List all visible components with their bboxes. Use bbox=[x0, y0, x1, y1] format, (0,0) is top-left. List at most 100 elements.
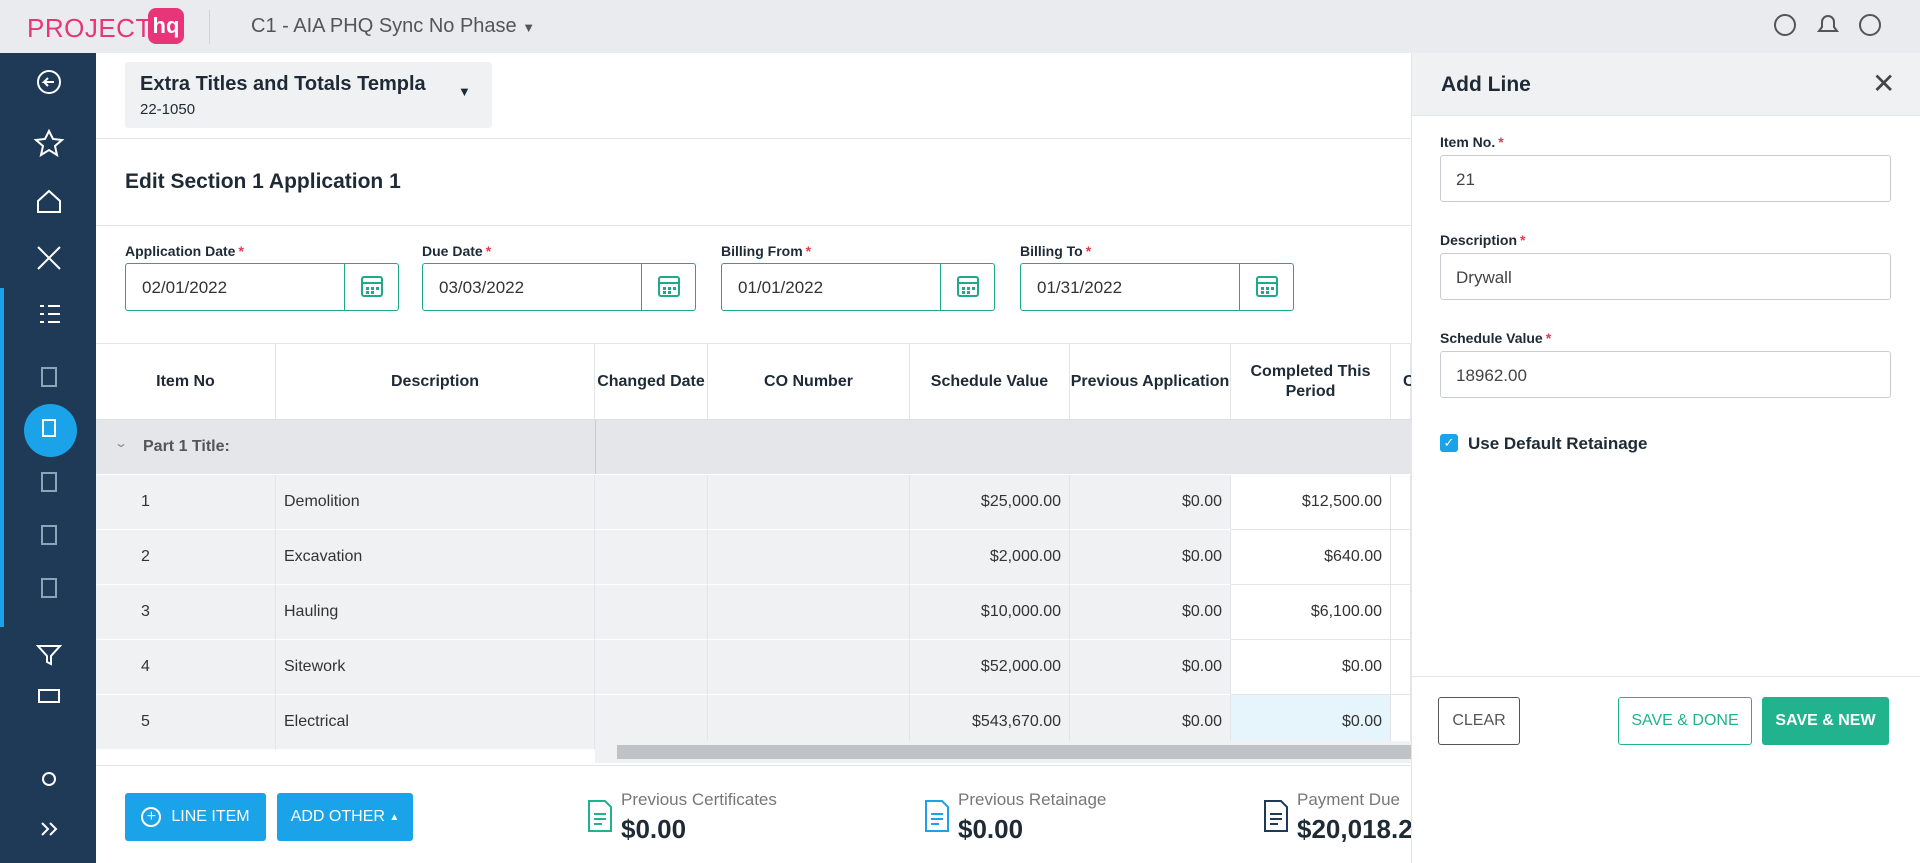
calendar-button[interactable] bbox=[940, 264, 994, 310]
project-name: C1 - AIA PHQ Sync No Phase bbox=[251, 15, 517, 37]
column-header: Changed Date bbox=[595, 344, 708, 419]
table-cell[interactable]: 3 bbox=[96, 585, 276, 640]
table-cell[interactable]: $2,000.00 bbox=[910, 530, 1070, 585]
table-cell[interactable] bbox=[595, 695, 708, 750]
table-cell[interactable]: $0.00 bbox=[1231, 640, 1391, 695]
table-cell[interactable] bbox=[595, 530, 708, 585]
table-cell[interactable]: Hauling bbox=[276, 585, 595, 640]
table-cell[interactable]: 4 bbox=[96, 640, 276, 695]
calendar-button[interactable] bbox=[1239, 264, 1293, 310]
bell-icon[interactable] bbox=[1817, 15, 1839, 32]
table-cell[interactable]: $0.00 bbox=[1070, 695, 1231, 750]
summary-value: $20,018.25 bbox=[1297, 814, 1428, 844]
checkbox[interactable]: ✓ bbox=[1440, 434, 1458, 452]
table-cell[interactable] bbox=[708, 475, 910, 530]
table-cell[interactable] bbox=[1391, 585, 1411, 640]
field-label: Item No. * bbox=[1440, 134, 1504, 150]
table-cell[interactable] bbox=[1391, 475, 1411, 530]
date-input[interactable]: 03/03/2022 bbox=[422, 263, 696, 311]
field-label: Application Date * bbox=[125, 243, 244, 259]
table-cell[interactable]: $6,100.00 bbox=[1231, 585, 1391, 640]
text-input[interactable]: 18962.00 bbox=[1440, 351, 1891, 398]
top-icons bbox=[1774, 14, 1881, 36]
calendar-button[interactable] bbox=[641, 264, 695, 310]
panel-header bbox=[1412, 53, 1920, 116]
line-item-button[interactable]: + LINE ITEM bbox=[125, 793, 266, 841]
table-cell[interactable]: Sitework bbox=[276, 640, 595, 695]
table-cell[interactable] bbox=[595, 640, 708, 695]
table-cell[interactable]: $25,000.00 bbox=[910, 475, 1070, 530]
table-cell[interactable] bbox=[595, 475, 708, 530]
help-icon[interactable] bbox=[1774, 14, 1796, 36]
date-input[interactable]: 01/31/2022 bbox=[1020, 263, 1294, 311]
summary-label: Previous Certificates bbox=[621, 790, 777, 809]
column-header: Schedule Value bbox=[910, 344, 1070, 419]
checkbox-label[interactable]: Use Default Retainage bbox=[1468, 434, 1648, 453]
footer: + LINE ITEM ADD OTHER ▲ Previous Certific… bbox=[96, 765, 1759, 863]
table-cell[interactable] bbox=[708, 530, 910, 585]
save-new-button[interactable]: SAVE & NEW bbox=[1762, 697, 1889, 745]
panel-title: Add Line bbox=[1441, 73, 1531, 96]
table-cell[interactable] bbox=[708, 640, 910, 695]
table-cell[interactable] bbox=[595, 585, 708, 640]
sidebar bbox=[0, 53, 96, 863]
field-label: Billing To * bbox=[1020, 243, 1091, 259]
calendar-icon bbox=[957, 276, 979, 297]
group-row[interactable]: ⌄ Part 1 Title: bbox=[96, 420, 1411, 474]
table-cell[interactable]: $10,000.00 bbox=[910, 585, 1070, 640]
table-cell[interactable]: Demolition bbox=[276, 475, 595, 530]
table-cell[interactable] bbox=[1391, 695, 1411, 750]
field-label: Description * bbox=[1440, 232, 1525, 248]
icon bbox=[925, 800, 949, 832]
table-cell[interactable]: 2 bbox=[96, 530, 276, 585]
table-cell[interactable]: $0.00 bbox=[1070, 585, 1231, 640]
calendar-icon bbox=[361, 276, 383, 297]
table-cell[interactable]: $0.00 bbox=[1070, 475, 1231, 530]
table-cell[interactable] bbox=[1391, 640, 1411, 695]
nav-icons bbox=[33, 70, 65, 836]
user-icon[interactable] bbox=[1859, 14, 1881, 36]
save-done-button[interactable]: SAVE & DONE bbox=[1618, 697, 1752, 745]
add-other-button[interactable]: ADD OTHER ▲ bbox=[277, 793, 413, 841]
dropdown-caret: ▼ bbox=[458, 84, 471, 99]
table-cell[interactable]: $543,670.00 bbox=[910, 695, 1070, 750]
date-input[interactable]: 02/01/2022 bbox=[125, 263, 399, 311]
column-header: Previous Application bbox=[1070, 344, 1231, 419]
column-header: Item No bbox=[96, 344, 276, 419]
label-text: Billing To bbox=[1020, 243, 1083, 259]
date-input[interactable]: 01/01/2022 bbox=[721, 263, 995, 311]
table-cell[interactable]: $0.00 bbox=[1231, 695, 1391, 750]
clear-button[interactable]: CLEAR bbox=[1438, 697, 1520, 745]
logo[interactable]: PROJECT bbox=[27, 13, 152, 43]
active-item[interactable] bbox=[24, 404, 77, 457]
summary-icon bbox=[922, 799, 952, 838]
table-cell[interactable]: Excavation bbox=[276, 530, 595, 585]
table-cell[interactable]: $12,500.00 bbox=[1231, 475, 1391, 530]
table-cell[interactable] bbox=[708, 695, 910, 750]
table-cell[interactable] bbox=[1391, 530, 1411, 585]
top-bar: PROJECT hq C1 - AIA PHQ Sync No Phase ▼ bbox=[0, 0, 1920, 53]
table-cell[interactable] bbox=[708, 585, 910, 640]
calendar-button[interactable] bbox=[344, 264, 398, 310]
template-selector[interactable]: Extra Titles and Totals Templa 22-1050 ▼ bbox=[125, 62, 492, 128]
table-cell[interactable]: 5 bbox=[96, 695, 276, 750]
required-mark: * bbox=[485, 243, 492, 259]
date-value: 03/03/2022 bbox=[439, 278, 525, 297]
expand-icon: ⌄ bbox=[113, 436, 129, 450]
table-cell[interactable]: $640.00 bbox=[1231, 530, 1391, 585]
table-cell[interactable]: $0.00 bbox=[1070, 530, 1231, 585]
required-mark: * bbox=[1545, 330, 1552, 346]
required-mark: * bbox=[1520, 232, 1526, 248]
table-cell[interactable]: Electrical bbox=[276, 695, 595, 750]
label-text: Item No. bbox=[1440, 134, 1496, 150]
summary-label: Payment Due bbox=[1297, 790, 1400, 809]
field-label: Schedule Value * bbox=[1440, 330, 1551, 346]
table-cell[interactable]: $52,000.00 bbox=[910, 640, 1070, 695]
project-selector[interactable]: C1 - AIA PHQ Sync No Phase ▼ bbox=[251, 15, 536, 37]
table-cell[interactable]: 1 bbox=[96, 475, 276, 530]
required-mark: * bbox=[1498, 134, 1504, 150]
table-cell[interactable]: $0.00 bbox=[1070, 640, 1231, 695]
text-input[interactable]: Drywall bbox=[1440, 253, 1891, 300]
close-button[interactable]: ✕ bbox=[1872, 68, 1896, 99]
text-input[interactable]: 21 bbox=[1440, 155, 1891, 202]
